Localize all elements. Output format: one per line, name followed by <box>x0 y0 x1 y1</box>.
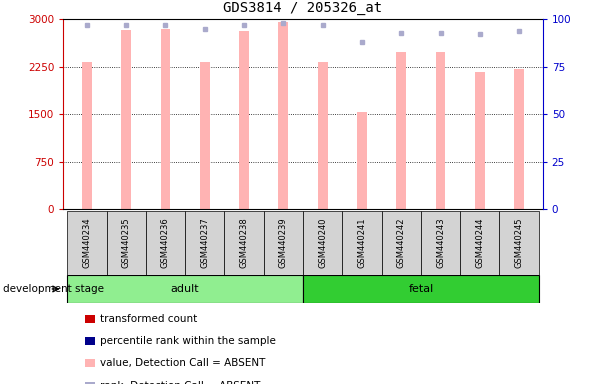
Text: GSM440234: GSM440234 <box>83 218 92 268</box>
Text: transformed count: transformed count <box>100 314 197 324</box>
Bar <box>343 211 382 275</box>
Bar <box>239 31 249 209</box>
Bar <box>85 382 95 384</box>
Text: GSM440239: GSM440239 <box>279 218 288 268</box>
Bar <box>85 315 95 323</box>
Bar <box>382 211 421 275</box>
Bar <box>460 211 499 275</box>
Bar <box>514 69 524 209</box>
Text: percentile rank within the sample: percentile rank within the sample <box>100 336 276 346</box>
Bar <box>396 51 406 209</box>
Bar <box>499 211 538 275</box>
Title: GDS3814 / 205326_at: GDS3814 / 205326_at <box>224 2 382 15</box>
Bar <box>421 211 460 275</box>
Bar <box>107 211 146 275</box>
Text: rank, Detection Call = ABSENT: rank, Detection Call = ABSENT <box>100 381 260 384</box>
Text: development stage: development stage <box>3 284 104 294</box>
Bar <box>224 211 264 275</box>
Bar <box>264 211 303 275</box>
Text: GSM440244: GSM440244 <box>475 218 484 268</box>
Bar <box>200 62 210 209</box>
Bar <box>475 72 485 209</box>
Text: adult: adult <box>171 284 200 294</box>
Bar <box>318 62 327 209</box>
Bar <box>85 337 95 345</box>
Bar <box>68 275 303 303</box>
Text: GSM440237: GSM440237 <box>200 217 209 268</box>
Text: GSM440245: GSM440245 <box>514 218 523 268</box>
Text: fetal: fetal <box>408 284 434 294</box>
Bar <box>160 29 171 209</box>
Bar <box>435 51 446 209</box>
Bar <box>357 113 367 209</box>
Bar <box>85 359 95 367</box>
Bar <box>68 211 107 275</box>
Bar <box>185 211 224 275</box>
Text: GSM440238: GSM440238 <box>239 217 248 268</box>
Text: GSM440236: GSM440236 <box>161 217 170 268</box>
Bar <box>303 275 538 303</box>
Text: GSM440240: GSM440240 <box>318 218 327 268</box>
Text: GSM440241: GSM440241 <box>358 218 367 268</box>
Text: GSM440242: GSM440242 <box>397 218 406 268</box>
Bar <box>82 62 92 209</box>
Text: GSM440235: GSM440235 <box>122 218 131 268</box>
Bar <box>146 211 185 275</box>
Text: GSM440243: GSM440243 <box>436 218 445 268</box>
Bar <box>279 22 288 209</box>
Text: value, Detection Call = ABSENT: value, Detection Call = ABSENT <box>100 358 265 368</box>
Bar <box>303 211 343 275</box>
Bar <box>121 30 131 209</box>
